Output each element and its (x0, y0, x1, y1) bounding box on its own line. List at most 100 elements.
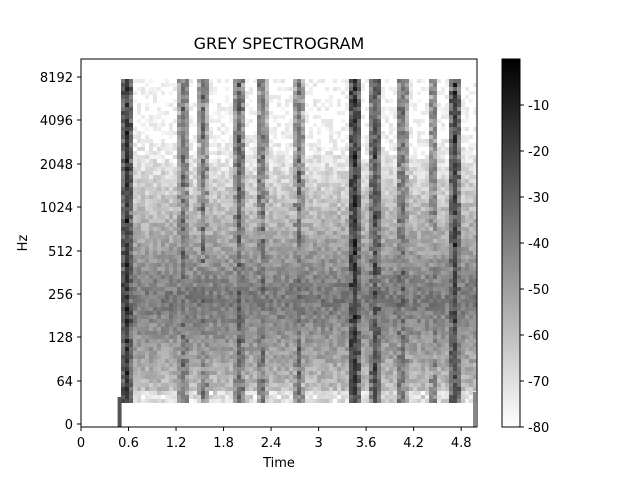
heatmap-cell (281, 283, 285, 287)
heatmap-cell (213, 203, 217, 207)
heatmap-cell (177, 95, 181, 99)
heatmap-cell (201, 343, 205, 347)
heatmap-cell (141, 399, 145, 403)
heatmap-cell (349, 359, 353, 363)
heatmap-cell (353, 231, 357, 235)
heatmap-cell (289, 87, 293, 91)
heatmap-cell (321, 283, 325, 287)
heatmap-cell (209, 335, 213, 339)
heatmap-cell (229, 203, 233, 207)
heatmap-cell (361, 219, 365, 223)
heatmap-cell (121, 103, 125, 107)
heatmap-cell (177, 247, 181, 251)
heatmap-cell (317, 107, 321, 111)
heatmap-cell (189, 335, 193, 339)
heatmap-cell (289, 395, 293, 399)
heatmap-cell (297, 343, 301, 347)
heatmap-cell (353, 271, 357, 275)
heatmap-cell (285, 167, 289, 171)
heatmap-cell (305, 91, 309, 95)
heatmap-cell (157, 323, 161, 327)
heatmap-cell (373, 187, 377, 191)
heatmap-cell (341, 91, 345, 95)
heatmap-cell (337, 327, 341, 331)
heatmap-cell (329, 399, 333, 403)
heatmap-cell (317, 235, 321, 239)
heatmap-cell (181, 135, 185, 139)
heatmap-cell (377, 127, 381, 131)
heatmap-cell (249, 243, 253, 247)
heatmap-cell (209, 327, 213, 331)
heatmap-cell (241, 215, 245, 219)
heatmap-cell (197, 263, 201, 267)
heatmap-cell (321, 191, 325, 195)
heatmap-cell (189, 107, 193, 111)
heatmap-cell (157, 275, 161, 279)
heatmap-cell (357, 247, 361, 251)
heatmap-cell (273, 207, 277, 211)
heatmap-cell (337, 259, 341, 263)
heatmap-cell (317, 151, 321, 155)
heatmap-cell (301, 247, 305, 251)
heatmap-cell (361, 203, 365, 207)
heatmap-cell (361, 307, 365, 311)
heatmap-cell (229, 275, 233, 279)
heatmap-cell (249, 251, 253, 255)
heatmap-cell (325, 215, 329, 219)
heatmap-cell (309, 351, 313, 355)
heatmap-cell (289, 311, 293, 315)
heatmap-cell (157, 343, 161, 347)
heatmap-cell (305, 395, 309, 399)
heatmap-cell (265, 191, 269, 195)
heatmap-cell (369, 299, 373, 303)
heatmap-cell (121, 171, 125, 175)
heatmap-cell (293, 383, 297, 387)
heatmap-cell (197, 87, 201, 91)
heatmap-cell (145, 191, 149, 195)
heatmap-cell (245, 351, 249, 355)
heatmap-cell (193, 219, 197, 223)
heatmap-cell (345, 107, 349, 111)
heatmap-cell (369, 239, 373, 243)
heatmap-cell (201, 339, 205, 343)
heatmap-cell (301, 207, 305, 211)
heatmap-cell (205, 127, 209, 131)
heatmap-cell (161, 359, 165, 363)
heatmap-cell (229, 279, 233, 283)
heatmap-cell (373, 83, 377, 87)
heatmap-cell (349, 183, 353, 187)
heatmap-cell (273, 127, 277, 131)
heatmap-cell (209, 231, 213, 235)
heatmap-cell (245, 367, 249, 371)
heatmap-cell (121, 183, 125, 187)
heatmap-cell (237, 99, 241, 103)
heatmap-cell (289, 375, 293, 379)
heatmap-cell (289, 287, 293, 291)
heatmap-cell (237, 159, 241, 163)
heatmap-cell (145, 291, 149, 295)
heatmap-cell (277, 303, 281, 307)
heatmap-cell (301, 379, 305, 383)
heatmap-cell (365, 179, 369, 183)
heatmap-cell (241, 159, 245, 163)
heatmap-cell (305, 111, 309, 115)
heatmap-cell (133, 319, 137, 323)
heatmap-cell (321, 303, 325, 307)
heatmap-cell (377, 351, 381, 355)
heatmap-cell (181, 183, 185, 187)
heatmap-cell (261, 359, 265, 363)
heatmap-cell (345, 239, 349, 243)
heatmap-cell (221, 347, 225, 351)
heatmap-cell (369, 359, 373, 363)
heatmap-cell (185, 383, 189, 387)
heatmap-cell (265, 387, 269, 391)
heatmap-cell (237, 243, 241, 247)
heatmap-cell (341, 187, 345, 191)
heatmap-cell (261, 235, 265, 239)
heatmap-cell (277, 155, 281, 159)
heatmap-cell (233, 399, 237, 403)
heatmap-cell (297, 279, 301, 283)
heatmap-cell (133, 211, 137, 215)
heatmap-cell (365, 191, 369, 195)
heatmap-cell (265, 187, 269, 191)
